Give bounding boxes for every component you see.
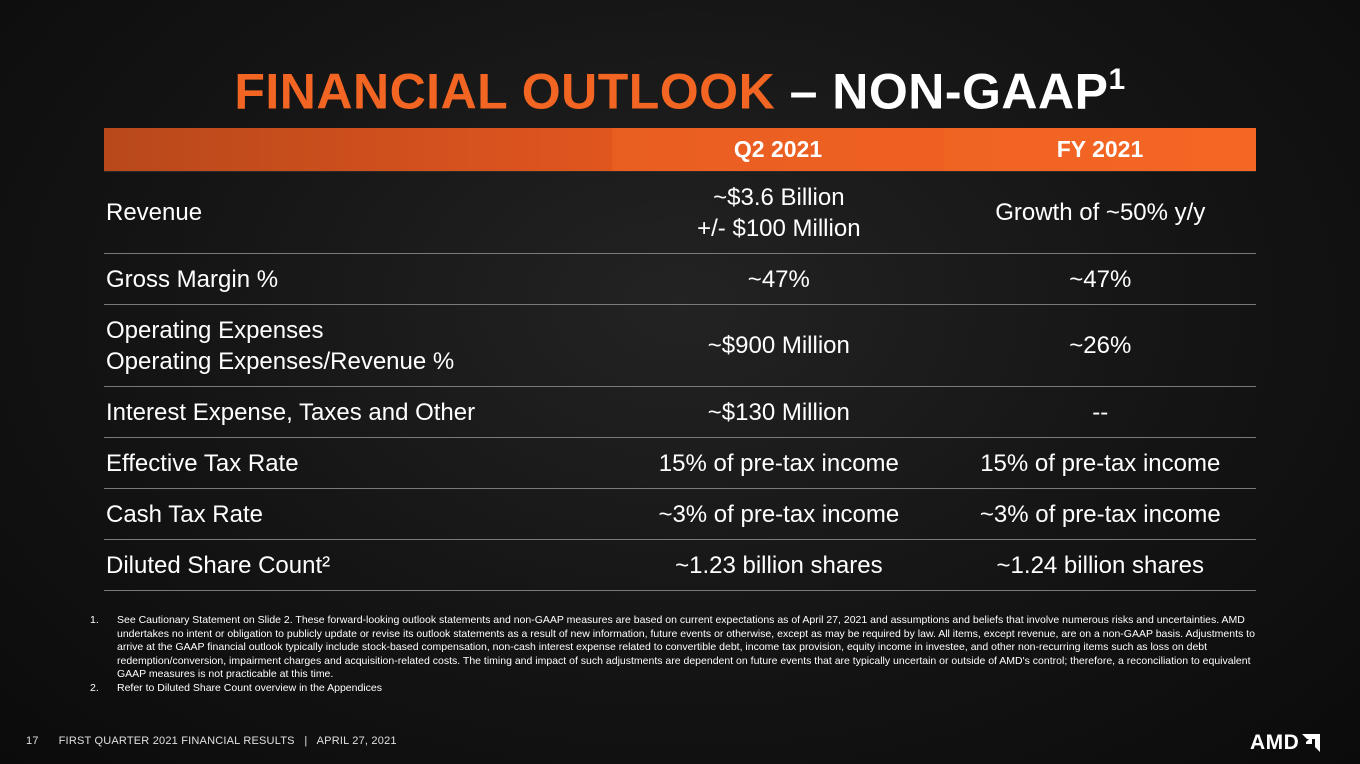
row-label: Operating Expenses Operating Expenses/Re… [104, 315, 613, 377]
slide-footer: 17 FIRST QUARTER 2021 FINANCIAL RESULTS |… [26, 735, 397, 747]
row-label: Cash Tax Rate [106, 500, 263, 528]
row-label: Gross Margin % [106, 265, 279, 293]
table-row-gross-margin: Gross Margin % ~47% ~47% [104, 254, 1256, 305]
footnote-item: 1. See Cautionary Statement on Slide 2. … [90, 614, 1265, 682]
amd-logo: AMD [1250, 731, 1321, 755]
table-row-effective-tax-rate: Effective Tax Rate 15% of pre-tax income… [104, 438, 1256, 489]
slide-title: FINANCIAL OUTLOOK – NON-GAAP1 [0, 52, 1360, 122]
q2-value: ~3% of pre-tax income [658, 500, 900, 528]
row-label: Revenue [106, 199, 203, 226]
q2-value: ~$3.6 Billion +/- $100 Million [613, 182, 944, 244]
footnote-number: 2. [90, 681, 99, 694]
fy-value: ~3% of pre-tax income [979, 500, 1221, 528]
footnote-number: 1. [90, 614, 99, 626]
q2-value: 15% of pre-tax income [658, 449, 899, 477]
footnotes: 1. See Cautionary Statement on Slide 2. … [90, 614, 1265, 696]
amd-arrow-icon [1302, 734, 1321, 752]
q2-value-line2: +/- $100 Million [697, 214, 861, 242]
fy-value: 15% of pre-tax income [980, 449, 1221, 477]
q2-value: ~$900 Million [707, 332, 850, 359]
table-row-diluted-share-count: Diluted Share Count² ~1.23 billion share… [104, 540, 1256, 591]
row-label: Diluted Share Count² [106, 551, 331, 579]
page-number: 17 [26, 735, 39, 747]
q2-value: ~1.23 billion shares [675, 551, 883, 579]
fy-value: ~1.24 billion shares [996, 551, 1204, 579]
row-label-line1: Operating Expenses [106, 316, 324, 344]
footnote-text: See Cautionary Statement on Slide 2. The… [117, 614, 1255, 681]
table-row-operating-expenses: Operating Expenses Operating Expenses/Re… [104, 305, 1256, 387]
fy-value: Growth of ~50% y/y [995, 199, 1206, 226]
fy-value: ~47% [1069, 265, 1132, 293]
table-row-cash-tax-rate: Cash Tax Rate ~3% of pre-tax income ~3% … [104, 489, 1256, 540]
q2-value: ~47% [747, 265, 810, 293]
q2-value-line1: ~$3.6 Billion [713, 183, 845, 211]
header-q2-2021: Q2 2021 [612, 128, 944, 171]
title-footnote-marker: 1 [1108, 63, 1126, 96]
table-row-interest-expense: Interest Expense, Taxes and Other ~$130 … [104, 387, 1256, 438]
row-label: Interest Expense, Taxes and Other [106, 398, 476, 426]
header-fy-2021: FY 2021 [944, 128, 1256, 171]
row-label: Effective Tax Rate [106, 449, 299, 477]
title-rest: – NON-GAAP [775, 63, 1109, 120]
q2-value: ~$130 Million [707, 398, 850, 426]
table-header: Q2 2021 FY 2021 [104, 128, 1256, 172]
row-label-line2: Operating Expenses/Revenue % [106, 347, 455, 375]
fy-value: ~26% [1069, 332, 1132, 359]
logo-wordmark: AMD [1250, 731, 1300, 754]
fy-value: -- [1092, 398, 1109, 426]
footnote-text: Refer to Diluted Share Count overview in… [117, 681, 382, 694]
title-highlight: FINANCIAL OUTLOOK [234, 63, 776, 120]
header-empty-cell [104, 128, 612, 171]
footnote-item: 2. Refer to Diluted Share Count overview… [90, 682, 1265, 696]
table-row-revenue: Revenue ~$3.6 Billion +/- $100 Million G… [104, 172, 1256, 254]
outlook-table: Q2 2021 FY 2021 Revenue ~$3.6 Billion +/… [104, 128, 1256, 591]
footer-text: FIRST QUARTER 2021 FINANCIAL RESULTS | A… [58, 735, 397, 747]
